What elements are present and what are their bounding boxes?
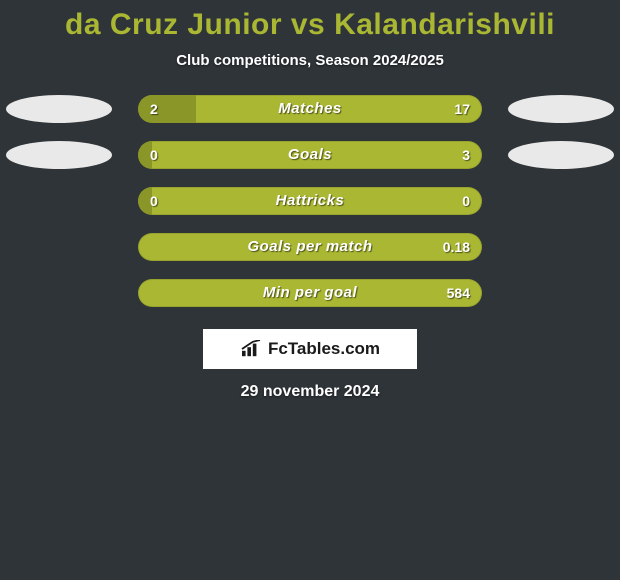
stat-bar: 00Hattricks bbox=[138, 187, 482, 215]
stat-label: Min per goal bbox=[138, 279, 482, 307]
player-right-marker bbox=[508, 141, 614, 169]
source-logo: FcTables.com bbox=[203, 329, 417, 369]
page-title: da Cruz Junior vs Kalandarishvili bbox=[0, 8, 620, 42]
player-left-marker bbox=[6, 141, 112, 169]
stat-bar: 03Goals bbox=[138, 141, 482, 169]
stat-row: 0.18Goals per match bbox=[0, 231, 620, 263]
stat-bar: 584Min per goal bbox=[138, 279, 482, 307]
stat-label: Goals bbox=[138, 141, 482, 169]
player-right-marker bbox=[508, 95, 614, 123]
stat-row: 217Matches bbox=[0, 93, 620, 125]
stat-label: Matches bbox=[138, 95, 482, 123]
stat-bar: 0.18Goals per match bbox=[138, 233, 482, 261]
stat-row: 00Hattricks bbox=[0, 185, 620, 217]
chart-icon bbox=[240, 340, 262, 358]
stat-row: 03Goals bbox=[0, 139, 620, 171]
comparison-card: da Cruz Junior vs Kalandarishvili Club c… bbox=[0, 0, 620, 580]
player-left-marker bbox=[6, 95, 112, 123]
stat-bar: 217Matches bbox=[138, 95, 482, 123]
logo-text: FcTables.com bbox=[268, 339, 380, 359]
stat-label: Goals per match bbox=[138, 233, 482, 261]
subtitle: Club competitions, Season 2024/2025 bbox=[0, 52, 620, 69]
stat-rows: 217Matches 03Goals 00Hattricks 0.18Goals pe… bbox=[0, 93, 620, 309]
date-text: 29 november 2024 bbox=[0, 383, 620, 401]
stat-label: Hattricks bbox=[138, 187, 482, 215]
stat-row: 584Min per goal bbox=[0, 277, 620, 309]
